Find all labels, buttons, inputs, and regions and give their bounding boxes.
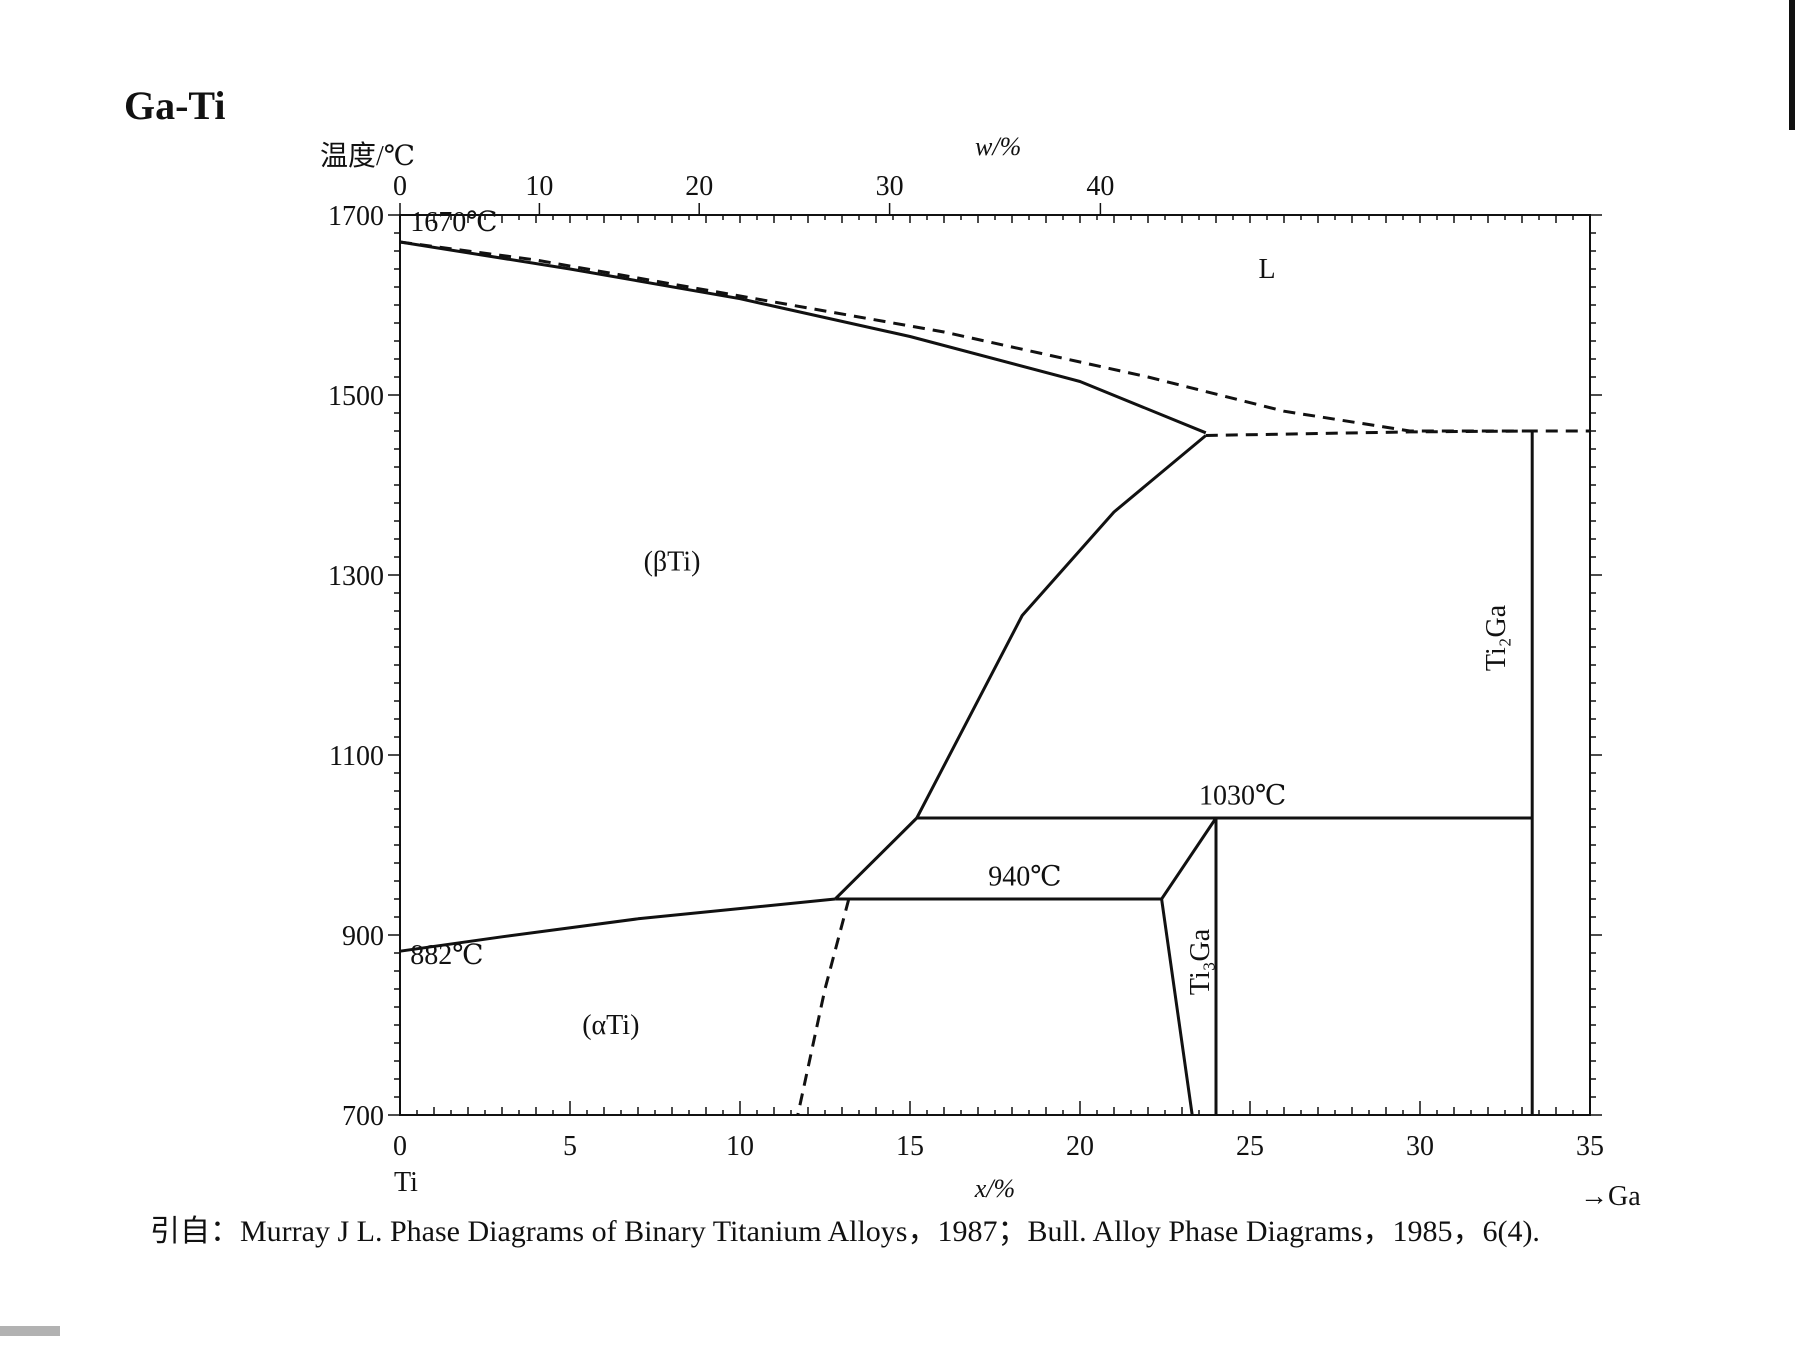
x-tick-label: 30 — [1406, 1131, 1434, 1162]
x-tick-label: 0 — [393, 1131, 407, 1162]
phase-label-0: L — [1258, 254, 1275, 285]
top-axis-label: 30 — [876, 171, 904, 202]
phase-line-beta-liquidus — [399, 240, 1533, 433]
axis-ticks — [388, 203, 1602, 1116]
phase-line-alpha-solvus — [796, 898, 851, 1116]
top-axis-label: 20 — [685, 171, 713, 202]
y-tick-label: 1700 — [328, 201, 384, 232]
phase-line-beta-solidus — [399, 240, 1207, 435]
x-tick-label: 5 — [563, 1131, 577, 1162]
right-element-label: →Ga — [1580, 1181, 1641, 1212]
top-axis-label: 40 — [1086, 171, 1114, 202]
phase-line-alpha-beta-transus — [399, 897, 836, 953]
scan-blot — [0, 1326, 60, 1336]
phase-label-2: (αTi) — [582, 1010, 639, 1041]
y-tick-label: 700 — [342, 1101, 384, 1132]
phase-line-beta-transus-low — [834, 816, 918, 901]
citation: 引自：Murray J L. Phase Diagrams of Binary … — [150, 1215, 1540, 1248]
phase-line-ti3ga-left-lower — [1160, 898, 1194, 1116]
y-axis-title: 温度/℃ — [320, 140, 415, 172]
y-tick-label: 900 — [342, 921, 384, 952]
x-tick-label: 20 — [1066, 1131, 1094, 1162]
x-tick-label: 25 — [1236, 1131, 1264, 1162]
top-axis-label: 10 — [525, 171, 553, 202]
x-tick-label: 35 — [1576, 1131, 1604, 1162]
y-tick-label: 1300 — [328, 561, 384, 592]
bottom-axis-title: x/% — [974, 1174, 1015, 1203]
y-tick-label: 1500 — [328, 381, 384, 412]
diagram-title: Ga-Ti — [124, 83, 226, 128]
temperature-label-1: 1030℃ — [1199, 781, 1286, 812]
y-tick-label: 1100 — [329, 741, 384, 772]
temperature-label-2: 940℃ — [988, 862, 1061, 893]
phase-line-beta-transus-high — [915, 434, 1207, 819]
phase-line-ti3ga-left-upper — [1160, 817, 1218, 900]
temperature-label-3: 882℃ — [410, 940, 483, 971]
x-tick-label: 10 — [726, 1131, 754, 1162]
left-element-label: Ti — [394, 1167, 418, 1198]
phase-label-1: (βTi) — [644, 547, 701, 578]
page-edge-mark — [1789, 0, 1795, 130]
phase-boundaries — [399, 240, 1590, 1116]
phase-label-4: Ti₃Ga — [1185, 928, 1216, 995]
chart-labels: 700 900 1100 1300 1500 1700 0 5 10 15 20 25 30 35 0 10 2… — [320, 132, 1641, 1212]
top-axis-title: w/% — [975, 132, 1021, 161]
x-tick-label: 15 — [896, 1131, 924, 1162]
phase-line-peritectic-1460 — [1205, 429, 1590, 437]
phase-label-3: Ti₂Ga — [1481, 604, 1512, 671]
top-axis-label: 0 — [393, 171, 407, 202]
temperature-label-0: 1670℃ — [410, 207, 497, 238]
